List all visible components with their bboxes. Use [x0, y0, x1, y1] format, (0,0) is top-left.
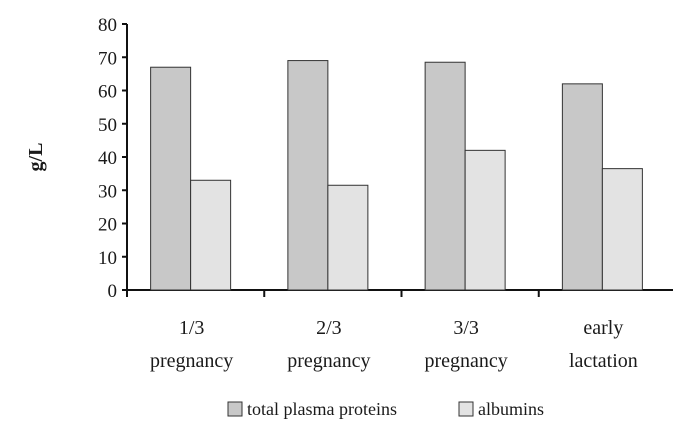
x-axis	[126, 289, 673, 297]
category-label: 2/3	[316, 317, 342, 339]
y-tick-label: 70	[98, 48, 117, 69]
bar-total-plasma-proteins-3	[561, 83, 603, 291]
y-tick-label: 10	[98, 248, 117, 269]
legend-label: total plasma proteins	[247, 399, 397, 419]
legend-swatch	[227, 401, 243, 417]
bars	[150, 60, 643, 291]
category-labels: 1/3 pregnancy 2/3 pregnancy 3/3 pregnancy earl…	[150, 317, 638, 372]
y-tick-label: 30	[98, 181, 117, 202]
bar-albumins-3	[601, 168, 643, 291]
bar-total-plasma-proteins-1	[287, 60, 329, 291]
y-tick-label: 60	[98, 82, 117, 103]
y-tick-label: 80	[98, 15, 117, 36]
category-label: 3/3	[453, 317, 479, 339]
category-label: pregnancy	[424, 350, 507, 372]
bar-total-plasma-proteins-0	[150, 66, 192, 291]
category-label: 1/3	[179, 317, 205, 339]
y-tick-label: 40	[98, 148, 117, 169]
y-tick-label: 0	[108, 281, 118, 302]
category-label: lactation	[569, 350, 638, 372]
bar-albumins-0	[190, 179, 232, 291]
legend-label: albumins	[478, 399, 544, 419]
legend-swatch	[458, 401, 474, 417]
y-axis-label: g/L	[25, 143, 47, 172]
category-label: pregnancy	[150, 350, 233, 372]
bar-albumins-2	[464, 149, 506, 291]
category-label: early	[583, 317, 623, 339]
y-tick-label: 20	[98, 215, 117, 236]
category-label: pregnancy	[287, 350, 370, 372]
y-tick-label: 50	[98, 115, 117, 136]
y-axis: 0 10 20 30 40 50 60 70 80	[98, 15, 128, 302]
bar-total-plasma-proteins-2	[424, 61, 466, 291]
legend: total plasma proteins albumins	[227, 399, 544, 419]
bar-albumins-1	[327, 184, 369, 291]
